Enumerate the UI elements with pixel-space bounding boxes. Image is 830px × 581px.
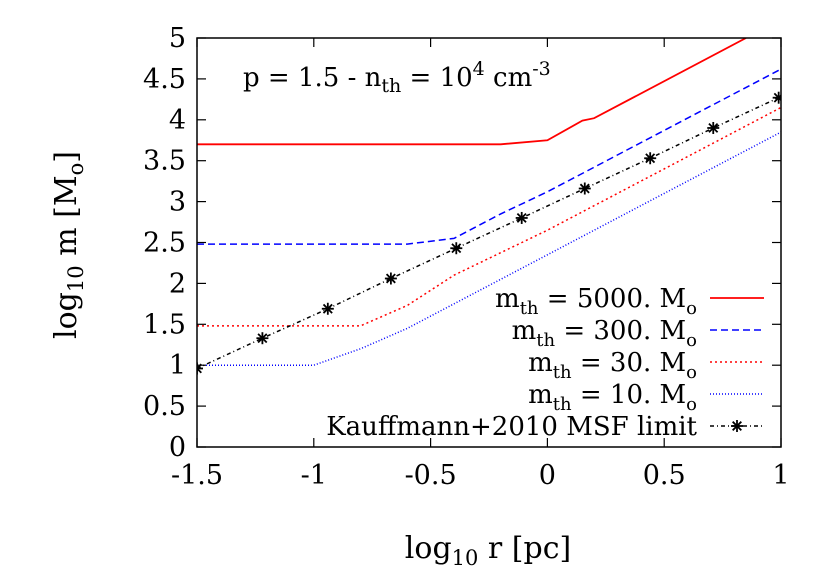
data-point	[384, 272, 397, 285]
y-tick-label: 4.5	[143, 64, 186, 95]
series-line-0	[197, 38, 747, 146]
plot-frame	[196, 37, 782, 448]
x-tick-label: -0.5	[405, 460, 457, 491]
x-tick-label: -1.5	[171, 460, 223, 491]
legend-label: mth = 10. Mo	[528, 380, 697, 415]
y-tick-label: 3.5	[143, 146, 186, 177]
y-tick-label: 0	[169, 432, 186, 463]
data-point	[578, 182, 591, 195]
data-point	[321, 302, 334, 315]
annotation: p = 1.5 - nth = 104 cm-3	[243, 58, 551, 97]
series-line-3	[197, 131, 781, 366]
y-tick-label: 2.5	[143, 228, 186, 259]
y-tick-label: 1	[169, 350, 186, 381]
y-tick-label: 3	[169, 187, 186, 218]
axis-ticks: -1.5 -1 -0.5 0 0.5 1 0 0.5 1 1.5 2 2.5 3 3.5 4 4.5 5	[143, 23, 790, 491]
x-tick-label: 0	[539, 460, 556, 491]
data-point	[731, 420, 743, 432]
series-line-1	[197, 68, 781, 245]
x-tick-label: 1	[772, 460, 789, 491]
data-point	[707, 121, 720, 134]
legend-label: mth = 300. Mo	[512, 316, 697, 351]
data-point	[772, 91, 781, 104]
series-line-2	[197, 106, 781, 327]
y-tick-label: 4	[169, 105, 186, 136]
y-tick-label: 5	[169, 23, 186, 54]
y-tick-label: 0.5	[143, 391, 186, 422]
legend-label: mth = 30. Mo	[528, 348, 697, 383]
data-point	[256, 332, 269, 345]
legend-label: mth = 5000. Mo	[495, 284, 697, 319]
legend-label: Kauffmann+2010 MSF limit	[326, 412, 697, 442]
y-axis-label: log10 m [Mo]	[49, 151, 88, 339]
x-tick-label: 0.5	[643, 460, 686, 491]
series-line-4	[197, 97, 780, 370]
y-tick-label: 1.5	[143, 309, 186, 340]
data-point	[450, 242, 463, 255]
x-axis-label: log10 r [pc]	[405, 531, 571, 570]
data-point	[515, 211, 528, 224]
plot-marks	[197, 38, 781, 375]
x-tick-label: -1	[301, 460, 327, 491]
data-point	[644, 152, 657, 165]
y-tick-label: 2	[169, 268, 186, 299]
